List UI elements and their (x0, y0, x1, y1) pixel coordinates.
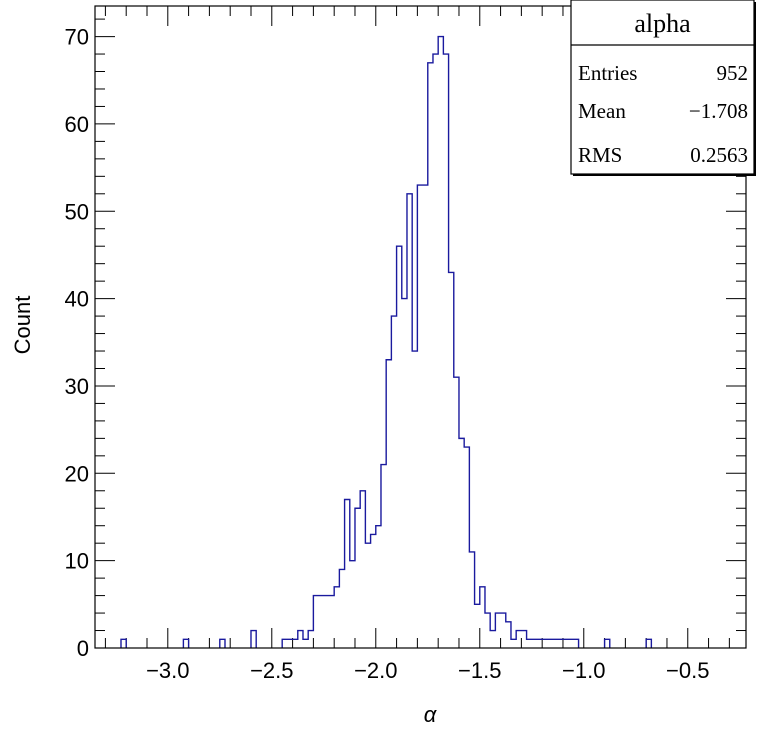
histogram-bin (350, 561, 355, 648)
histogram-bin (355, 508, 360, 648)
stats-value: 0.2563 (690, 143, 748, 167)
stats-label: Entries (578, 61, 637, 85)
histogram-bin (573, 639, 578, 648)
histogram-bin (558, 639, 563, 648)
histogram-bin (485, 613, 490, 648)
histogram-bin (329, 596, 334, 648)
histogram-bin (360, 491, 365, 648)
y-tick-label: 0 (77, 636, 89, 661)
histogram-bin (495, 613, 500, 648)
histogram-bin (469, 552, 474, 648)
histogram-bin (345, 500, 350, 648)
histogram-step-line (120, 35, 653, 648)
histogram-bin (428, 63, 433, 648)
histogram-bin (537, 639, 542, 648)
histogram-bin (417, 185, 422, 648)
y-axis-ticks: 0 10 20 30 40 50 60 70 (65, 18, 746, 661)
y-tick-label: 20 (65, 461, 89, 486)
histogram-bin (449, 272, 454, 648)
histogram-bin (365, 543, 370, 648)
x-axis-label: α (424, 702, 438, 727)
histogram-bin (313, 596, 318, 648)
histogram-bin (605, 639, 610, 648)
histogram-bin (287, 639, 292, 648)
histogram-bin (646, 639, 651, 648)
histogram-bin (319, 596, 324, 648)
histogram-bin (527, 639, 532, 648)
y-tick-label: 70 (65, 25, 89, 50)
histogram-bin (391, 316, 396, 648)
plot-frame (94, 5, 747, 649)
stats-box-frame (570, 0, 755, 175)
histogram-bin (553, 639, 558, 648)
histogram-bin (563, 639, 568, 648)
x-tick-label: −0.5 (666, 658, 709, 683)
y-tick-label: 40 (65, 287, 89, 312)
histogram-bin (459, 438, 464, 648)
x-axis-ticks: −3.0 −2.5 −2.0 −1.5 −1.0 −0.5 (104, 6, 730, 683)
histogram-bin (293, 639, 298, 648)
histogram-bin (251, 631, 256, 648)
histogram-bin (490, 631, 495, 648)
stats-title: alpha (634, 9, 691, 38)
y-tick-label: 10 (65, 549, 89, 574)
stats-box: alpha Entries 952 Mean −1.708 RMS 0.2563 (570, 0, 756, 176)
histogram-bin (407, 194, 412, 648)
histogram-bin (480, 587, 485, 648)
stats-label: RMS (578, 143, 622, 167)
histogram-bin (501, 613, 506, 648)
histogram-bin (454, 377, 459, 648)
y-tick-label: 30 (65, 374, 89, 399)
stats-label: Mean (578, 99, 626, 123)
histogram-bin (183, 639, 188, 648)
histogram-bin (324, 596, 329, 648)
histogram-bin (397, 246, 402, 648)
x-tick-label: −2.0 (354, 658, 397, 683)
x-tick-label: −3.0 (146, 658, 189, 683)
histogram-bin (542, 639, 547, 648)
histogram-bin (516, 631, 521, 648)
histogram-bin (568, 639, 573, 648)
x-tick-label: −1.5 (458, 658, 501, 683)
histogram-bin (339, 569, 344, 648)
y-tick-label: 60 (65, 112, 89, 137)
histogram-bin (282, 639, 287, 648)
histogram-bin (334, 587, 339, 648)
histogram-bin (506, 622, 511, 648)
histogram-bin (443, 54, 448, 648)
histogram-bin (371, 534, 376, 648)
x-tick-label: −2.5 (250, 658, 293, 683)
histogram-bin (412, 351, 417, 648)
histogram-bin (308, 631, 313, 648)
histogram-bin (121, 639, 126, 648)
histogram-bin (438, 37, 443, 648)
histogram-bins (120, 35, 653, 648)
histogram-bin (521, 631, 526, 648)
histogram-bin (433, 54, 438, 648)
histogram-bin (464, 447, 469, 648)
x-tick-label: −1.0 (562, 658, 605, 683)
stats-value: −1.708 (689, 99, 748, 123)
stats-value: 952 (717, 61, 749, 85)
histogram-bin (511, 639, 516, 648)
y-tick-label: 50 (65, 199, 89, 224)
histogram-bin (386, 360, 391, 648)
histogram-bin (532, 639, 537, 648)
histogram-bin (402, 299, 407, 648)
histogram-bin (376, 526, 381, 648)
histogram-bin (303, 639, 308, 648)
y-axis-label: Count (10, 296, 35, 355)
histogram-bin (547, 639, 552, 648)
histogram-bin (423, 185, 428, 648)
histogram-bin (475, 604, 480, 648)
histogram-bin (220, 639, 225, 648)
histogram-bin (381, 465, 386, 648)
histogram-bin (298, 631, 303, 648)
